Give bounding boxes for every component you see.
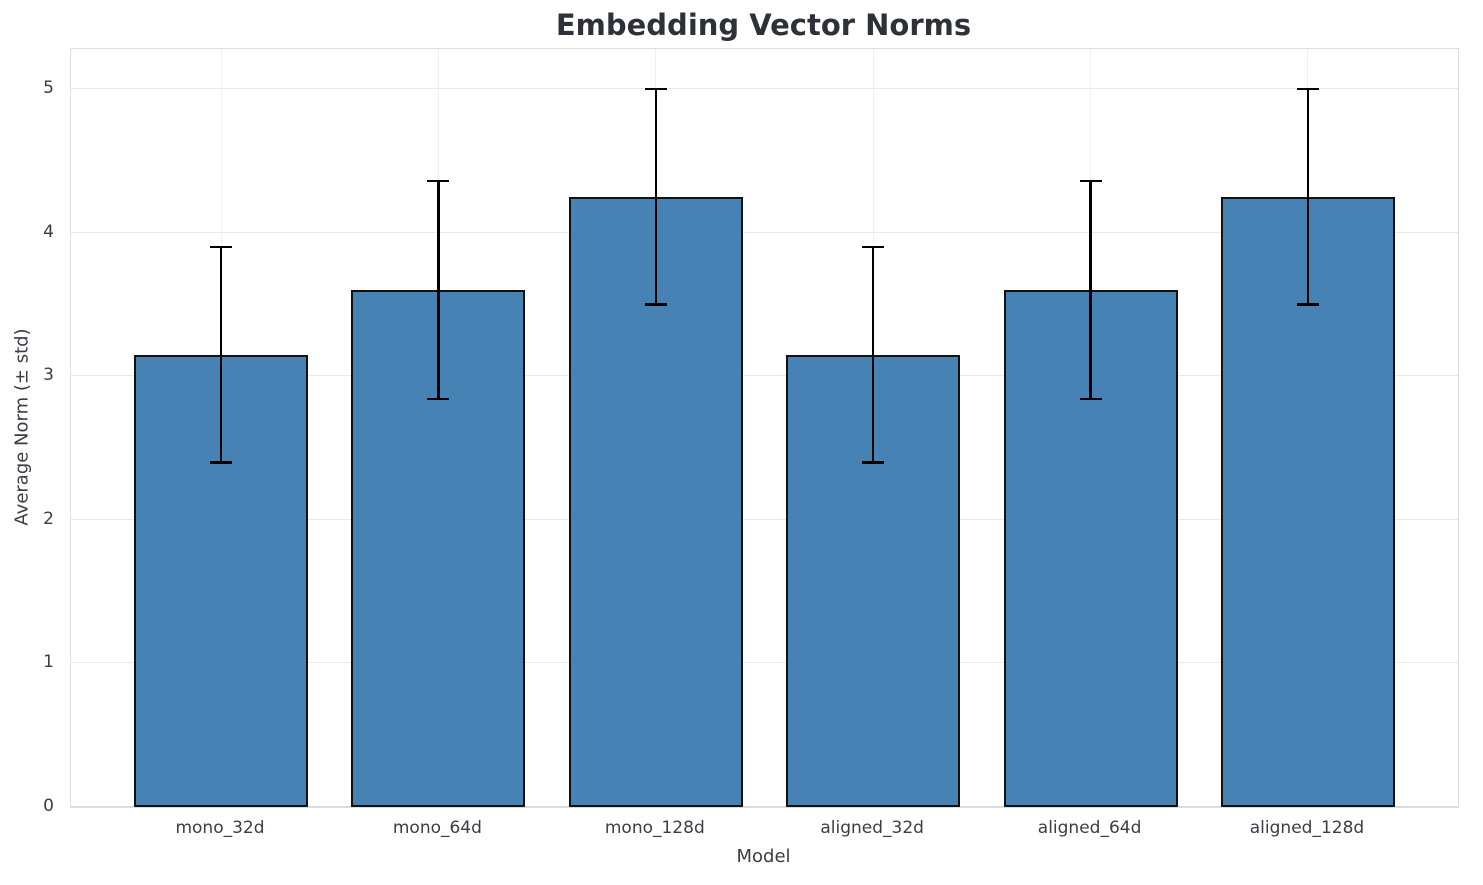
error-bar-cap — [862, 245, 885, 249]
x-tick-label: mono_32d — [175, 818, 265, 838]
y-axis-label: Average Norm (± std) — [11, 328, 33, 526]
x-tick-label: aligned_32d — [820, 818, 924, 838]
y-tick-label: 3 — [43, 365, 54, 386]
error-bar-cap — [862, 461, 885, 464]
y-tick-label: 0 — [43, 796, 54, 816]
bar — [786, 354, 961, 807]
error-bar-cap — [210, 461, 232, 464]
plot-area — [70, 48, 1459, 808]
error-bar-stem — [1089, 180, 1092, 400]
y-gridline — [71, 88, 1458, 89]
y-tick-label: 4 — [43, 221, 54, 242]
y-gridline — [71, 806, 1458, 807]
y-tick-label: 5 — [43, 78, 54, 98]
y-gridline — [71, 518, 1458, 520]
x-tick-label: aligned_64d — [1037, 818, 1142, 838]
error-bar-cap — [1079, 397, 1102, 401]
error-bar-stem — [654, 89, 658, 305]
x-tick-label: aligned_128d — [1249, 818, 1365, 838]
y-gridline — [71, 231, 1458, 233]
x-axis-label: Model — [736, 846, 791, 867]
x-tick-label: mono_128d — [604, 818, 705, 838]
x-tick-label: mono_64d — [392, 818, 482, 838]
y-gridline — [71, 662, 1458, 664]
chart-title: Embedding Vector Norms — [555, 8, 972, 42]
error-bar-cap — [644, 87, 667, 91]
error-bar-stem — [1306, 89, 1310, 305]
error-bar-cap — [1079, 179, 1102, 183]
error-bar-cap — [210, 245, 232, 249]
error-bar-cap — [427, 179, 450, 183]
error-bar-cap — [427, 397, 450, 401]
error-bar-stem — [219, 246, 223, 463]
y-tick-label: 2 — [43, 508, 54, 529]
error-bar-stem — [437, 180, 440, 400]
y-gridline — [71, 375, 1458, 377]
error-bar-stem — [871, 246, 875, 463]
error-bar-cap — [1296, 87, 1319, 91]
error-bar-cap — [1296, 303, 1319, 306]
y-tick-label: 1 — [43, 652, 54, 673]
error-bar-cap — [644, 303, 667, 306]
